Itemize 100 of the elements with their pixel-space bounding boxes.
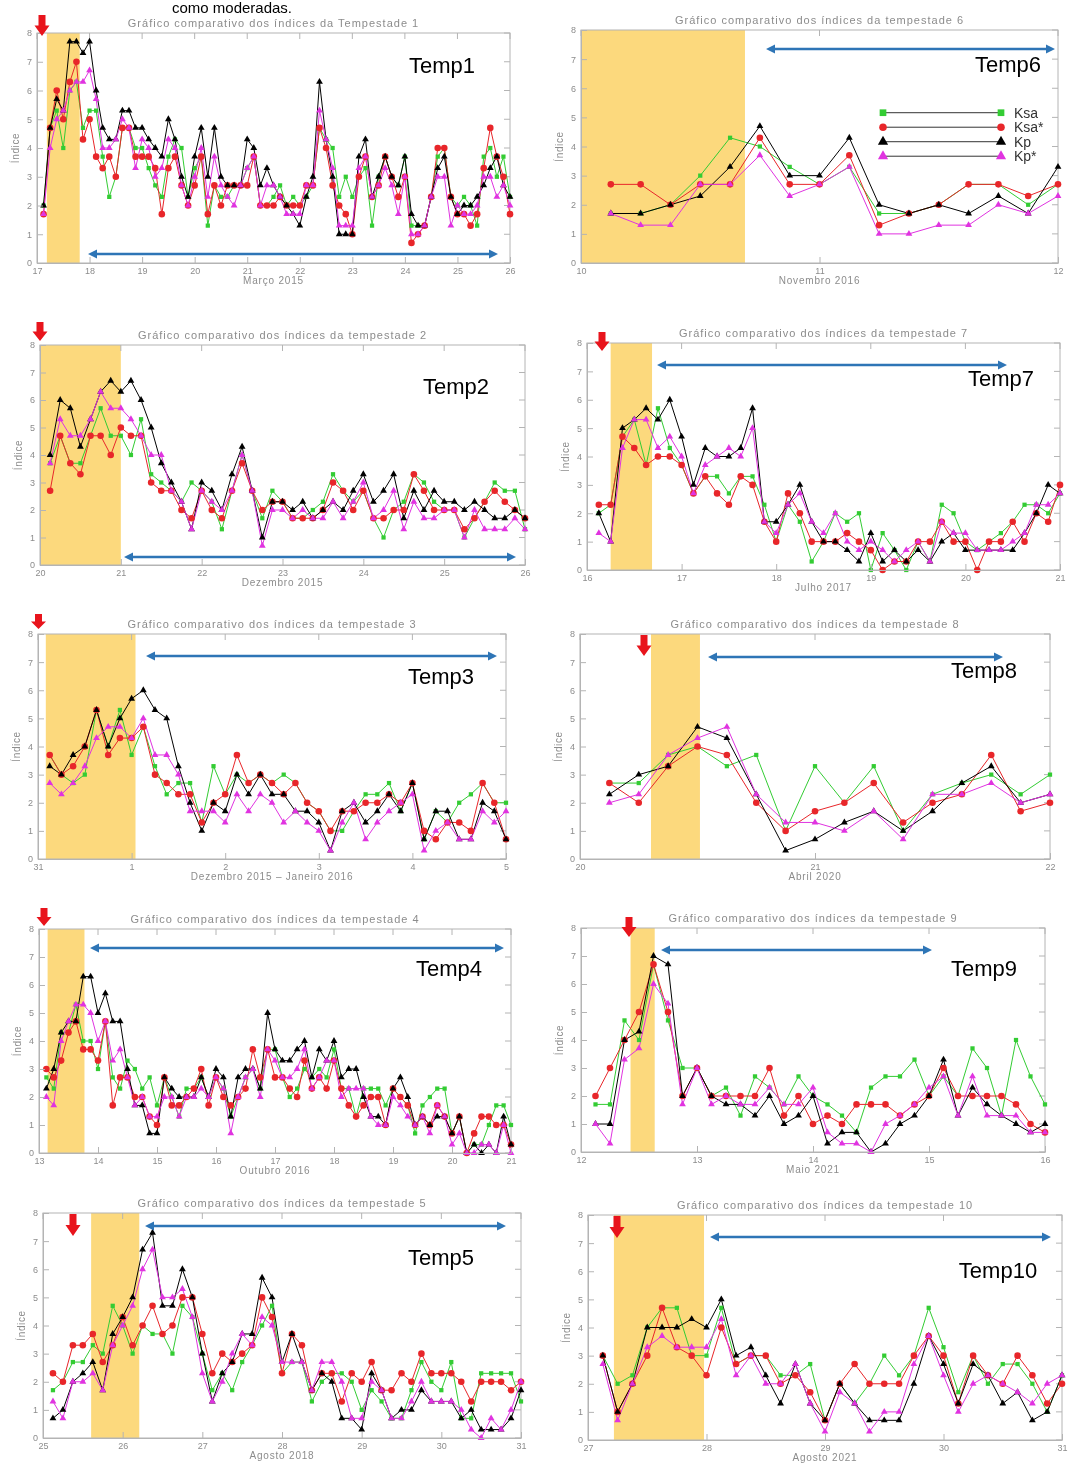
y-tick-label: 7: [28, 952, 34, 963]
y-tick-label: 2: [32, 1377, 38, 1388]
x-axis-title: Novembro 2016: [778, 275, 861, 286]
y-tick-label: 6: [28, 980, 34, 991]
x-tick-label: 28: [701, 1443, 713, 1454]
annotation: Temp4: [415, 956, 483, 981]
x-axis-title: Julho 2017: [795, 582, 852, 593]
x-tick-label: 1: [129, 862, 135, 873]
y-tick-label: 4: [577, 1322, 583, 1333]
x-tick-label: 12: [1053, 266, 1064, 277]
x-tick-label: 25: [38, 1441, 49, 1452]
x-tick-label: 21: [242, 266, 253, 277]
x-tick-label: 5: [503, 862, 510, 873]
annotation: Temp8: [950, 658, 1018, 683]
y-tick-label: 2: [29, 505, 35, 516]
x-tick-label: 11: [815, 266, 825, 277]
y-tick-label: 0: [570, 1147, 576, 1158]
x-tick-label: 26: [505, 266, 516, 277]
x-tick-label: 20: [960, 573, 971, 584]
annotation: Temp3: [407, 664, 475, 689]
x-tick-label: 19: [388, 1156, 399, 1167]
x-tick-label: 17: [270, 1156, 281, 1167]
x-axis-title: Dezembro 2015 – Janeiro 2016: [190, 871, 354, 882]
y-tick-label: 7: [570, 951, 576, 962]
x-tick-label: 23: [277, 568, 289, 579]
x-axis-title: Maio 2021: [786, 1164, 840, 1175]
y-tick-label: 5: [570, 112, 576, 123]
y-tick-label: 2: [569, 798, 575, 809]
x-tick-label: 13: [692, 1155, 703, 1166]
y-tick-label: 1: [28, 1120, 34, 1131]
annotation: Temp5: [407, 1245, 475, 1270]
y-tick-label: 8: [576, 338, 582, 349]
y-tick-label: 7: [576, 366, 582, 377]
y-tick-label: 6: [576, 395, 582, 406]
y-tick-label: 5: [576, 423, 582, 434]
y-tick-label: 1: [32, 1405, 38, 1416]
x-axis-title: Dezembro 2015: [241, 577, 324, 588]
y-tick-label: 3: [27, 770, 33, 781]
y-axis-title: Índice: [552, 731, 564, 762]
x-tick-label: 17: [677, 573, 688, 584]
y-tick-label: 2: [570, 200, 576, 211]
y-tick-label: 5: [570, 1007, 576, 1018]
y-tick-label: 5: [27, 713, 33, 724]
x-axis-title: Março 2015: [243, 275, 304, 286]
y-tick-label: 6: [27, 685, 33, 696]
y-tick-label: 0: [577, 1435, 583, 1446]
x-tick-label: 13: [34, 1156, 45, 1167]
x-tick-label: 15: [152, 1156, 163, 1167]
chart-title: Gráfico comparativo dos índices da Tempestade 1: [127, 17, 420, 29]
y-tick-label: 3: [570, 171, 576, 182]
x-tick-label: 21: [116, 568, 127, 579]
x-axis-title: Agosto 2021: [792, 1452, 858, 1463]
y-tick-label: 0: [570, 258, 576, 269]
y-tick-label: 8: [28, 924, 34, 935]
x-tick-label: 16: [1040, 1155, 1051, 1166]
y-tick-label: 3: [32, 1349, 38, 1360]
y-tick-label: 2: [27, 798, 33, 809]
y-tick-label: 4: [28, 1036, 34, 1047]
x-tick-label: 20: [190, 266, 201, 277]
annotation: Temp7: [967, 366, 1035, 391]
y-tick-label: 6: [569, 685, 575, 696]
y-tick-label: 4: [576, 451, 582, 462]
x-tick-label: 21: [1055, 573, 1066, 584]
x-tick-label: 12: [576, 1155, 587, 1166]
x-tick-label: 30: [938, 1443, 950, 1454]
y-tick-label: 6: [570, 83, 576, 94]
x-tick-label: 10: [576, 266, 587, 277]
x-tick-label: 22: [197, 568, 208, 579]
y-tick-label: 6: [26, 85, 32, 96]
y-tick-label: 2: [26, 200, 32, 211]
y-tick-label: 0: [27, 854, 33, 865]
y-tick-label: 0: [28, 1148, 34, 1159]
y-tick-label: 8: [29, 340, 35, 351]
y-tick-label: 3: [29, 477, 35, 488]
y-tick-label: 7: [32, 1236, 38, 1247]
y-tick-label: 5: [577, 1294, 583, 1305]
y-tick-label: 2: [576, 508, 582, 519]
x-tick-label: 31: [516, 1441, 527, 1452]
chart-title: Gráfico comparativo dos índices da tempestade 8: [670, 618, 960, 630]
x-tick-label: 20: [35, 568, 46, 579]
x-tick-label: 20: [447, 1156, 458, 1167]
y-tick-label: 7: [577, 1238, 583, 1249]
y-tick-label: 4: [27, 741, 33, 752]
annotation: Temp9: [950, 956, 1018, 981]
x-tick-label: 21: [506, 1156, 517, 1167]
legend-label: Kp: [1014, 133, 1032, 150]
x-tick-label: 24: [358, 568, 369, 579]
y-axis-title: Índice: [11, 1025, 23, 1057]
x-tick-label: 22: [1045, 862, 1056, 873]
x-tick-label: 29: [357, 1441, 368, 1452]
y-tick-label: 8: [27, 629, 33, 640]
x-tick-label: 27: [197, 1441, 208, 1452]
y-tick-label: 8: [570, 923, 576, 934]
y-tick-label: 0: [569, 854, 575, 865]
y-tick-label: 1: [570, 229, 576, 240]
y-tick-label: 7: [26, 57, 32, 68]
y-axis-title: Índice: [12, 439, 24, 471]
annotation: Temp2: [422, 374, 490, 399]
y-tick-label: 3: [570, 1063, 576, 1074]
y-tick-label: 0: [576, 565, 582, 576]
